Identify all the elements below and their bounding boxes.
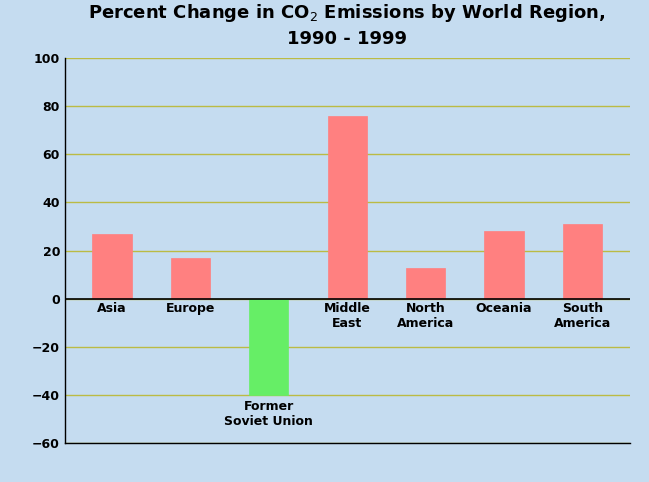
Bar [171, 258, 210, 299]
Text: Middle
East: Middle East [324, 303, 371, 331]
Bar [249, 299, 288, 395]
Bar [484, 231, 524, 299]
Title: Percent Change in CO$_2$ Emissions by World Region,
1990 - 1999: Percent Change in CO$_2$ Emissions by Wo… [88, 2, 606, 48]
Bar [563, 224, 602, 299]
Text: Europe: Europe [165, 303, 215, 315]
Bar [92, 234, 132, 299]
Text: Asia: Asia [97, 303, 127, 315]
Bar [406, 268, 445, 299]
Bar [328, 116, 367, 299]
Text: Former
Soviet Union: Former Soviet Union [225, 400, 313, 428]
Text: South
America: South America [554, 303, 611, 331]
Text: North
America: North America [397, 303, 454, 331]
Text: Oceania: Oceania [476, 303, 532, 315]
